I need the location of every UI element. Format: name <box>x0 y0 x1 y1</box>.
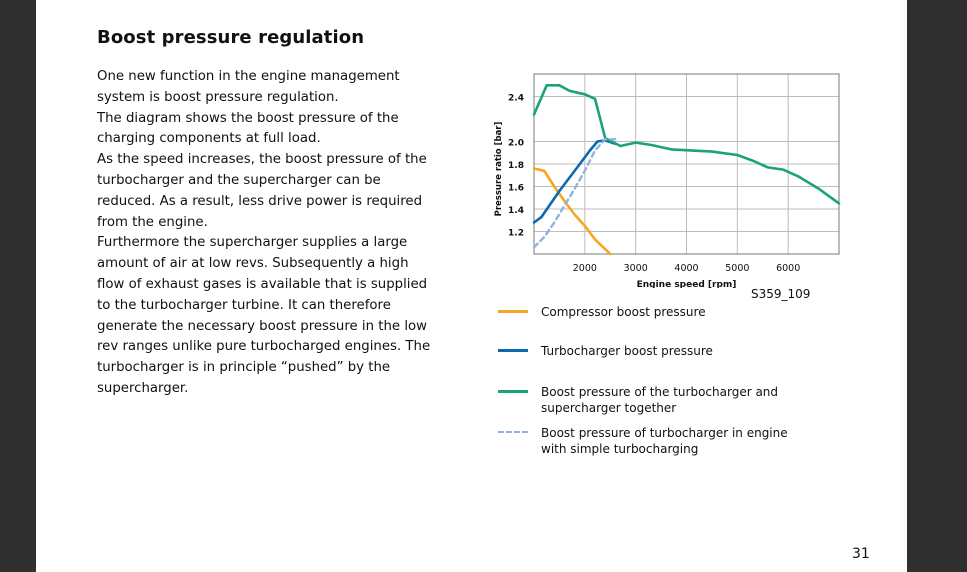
page-title: Boost pressure regulation <box>97 27 365 48</box>
series-line-1 <box>532 167 612 256</box>
x-tick-label: 2000 <box>573 263 597 274</box>
x-tick-label: 5000 <box>725 263 749 274</box>
legend-swatch <box>498 310 528 313</box>
page-number: 31 <box>852 546 870 562</box>
series-line-4 <box>532 138 617 249</box>
series-line-2 <box>532 139 617 224</box>
paragraph-3: As the speed increases, the boost pressu… <box>97 152 427 230</box>
y-tick-label: 1.2 <box>508 229 524 239</box>
boost-pressure-chart: 2.4 2.0 1.8 1.6 1.4 1.2 2000 3000 4000 5000 6000 En… <box>494 73 841 288</box>
y-tick-label: 2.4 <box>508 94 524 104</box>
legend-swatch <box>498 349 528 352</box>
x-tick-label: 4000 <box>674 263 698 274</box>
series-line-3 <box>532 84 841 205</box>
x-tick-label: 3000 <box>624 263 648 274</box>
legend-label: Compressor boost pressure <box>541 305 706 319</box>
body-text: One new function in the engine managemen… <box>97 67 437 400</box>
paragraph-1: One new function in the engine managemen… <box>97 69 400 105</box>
y-tick-label: 1.8 <box>508 161 524 171</box>
paragraph-2: The diagram shows the boost pressure of … <box>97 110 399 147</box>
legend-swatch <box>498 390 528 393</box>
legend-label: Boost pressure of the turbocharger and s… <box>541 385 779 415</box>
legend-label: Boost pressure of turbocharger in engine… <box>541 426 788 456</box>
y-tick-label: 2.0 <box>508 139 524 149</box>
y-tick-label: 1.4 <box>508 206 524 216</box>
plot-frame <box>533 73 840 255</box>
y-tick-label: 1.6 <box>508 184 524 194</box>
legend-label: Turbocharger boost pressure <box>541 344 713 358</box>
x-axis-label: Engine speed [rpm] <box>637 280 737 288</box>
figure-code: S359_109 <box>751 287 811 301</box>
paragraph-4: Furthermore the supercharger supplies a … <box>97 235 431 396</box>
legend-swatch <box>498 431 528 433</box>
document-page: Boost pressure regulation One new functi… <box>36 0 907 572</box>
x-tick-label: 6000 <box>776 263 800 274</box>
y-axis-label: Pressure ratio [bar] <box>494 122 504 217</box>
